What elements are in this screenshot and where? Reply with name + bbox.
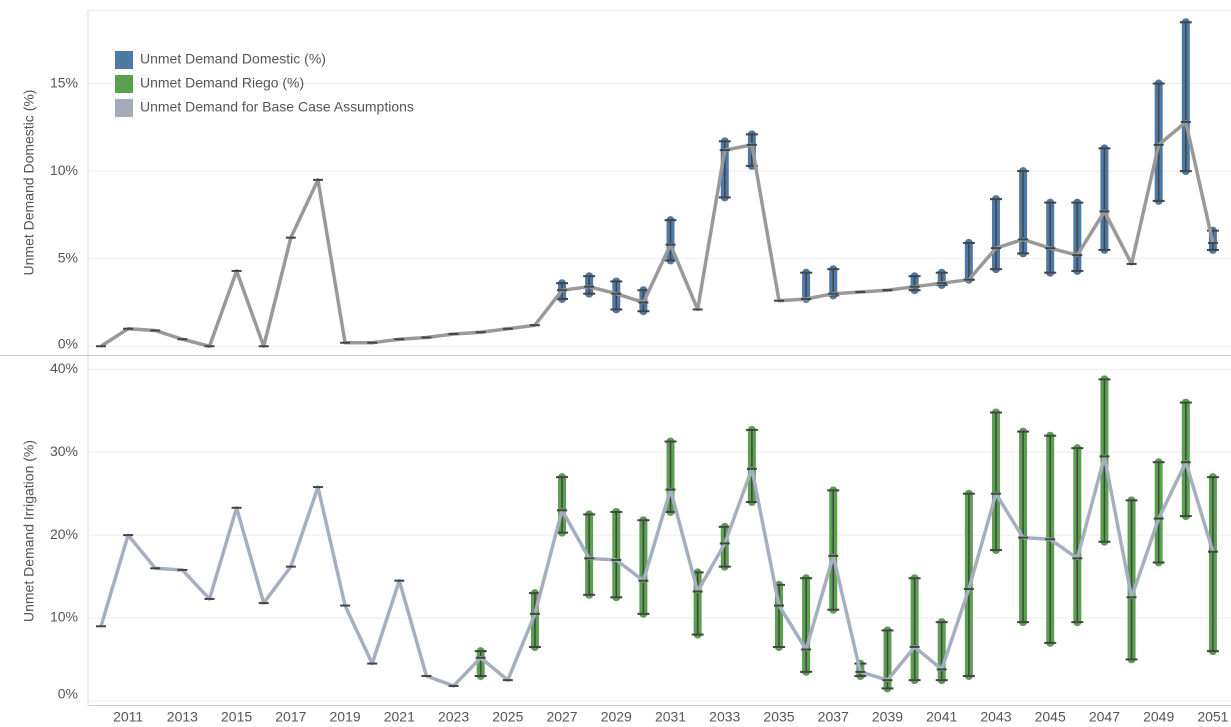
x-tick-label: 2013 [167, 709, 198, 725]
x-tick-label: 2045 [1035, 709, 1066, 725]
x-tick-label: 2033 [709, 709, 740, 725]
legend-label: Unmet Demand Domestic (%) [140, 51, 326, 67]
base-case-line [99, 454, 1215, 688]
x-tick-label: 2051 [1197, 709, 1228, 725]
legend-label: Unmet Demand Riego (%) [140, 75, 304, 91]
y-tick-label: 5% [58, 249, 78, 265]
x-tick-label: 2041 [926, 709, 957, 725]
x-tick-label: 2019 [330, 709, 361, 725]
y-axis-title: Unmet Demand Irrigation (%) [21, 440, 37, 622]
x-tick-label: 2035 [763, 709, 794, 725]
base-case-line [100, 120, 1215, 348]
x-tick-label: 2037 [818, 709, 849, 725]
y-tick-label: 30% [50, 443, 78, 459]
y-tick-label: 40% [50, 360, 78, 376]
x-tick-label: 2021 [384, 709, 415, 725]
y-tick-label: 10% [50, 609, 78, 625]
x-tick-label: 2029 [601, 709, 632, 725]
x-tick-label: 2039 [872, 709, 903, 725]
y-tick-label: 0% [58, 686, 78, 702]
x-tick-label: 2047 [1089, 709, 1120, 725]
x-tick-label: 2023 [438, 709, 469, 725]
legend-label: Unmet Demand for Base Case Assumptions [140, 99, 414, 115]
y-tick-label: 0% [58, 336, 78, 352]
y-axis-title: Unmet Demand Domestic (%) [21, 90, 37, 276]
x-tick-label: 2017 [275, 709, 306, 725]
legend-swatch [115, 75, 133, 93]
x-tick-label: 2015 [221, 709, 252, 725]
x-tick-label: 2043 [980, 709, 1011, 725]
y-tick-label: 20% [50, 526, 78, 542]
x-tick-label: 2027 [546, 709, 577, 725]
x-tick-label: 2011 [113, 709, 143, 725]
x-tick-label: 2049 [1143, 709, 1174, 725]
x-tick-label: 2025 [492, 709, 523, 725]
x-tick-label: 2031 [655, 709, 686, 725]
legend-swatch [115, 99, 133, 117]
legend-swatch [115, 51, 133, 69]
y-tick-label: 15% [50, 74, 78, 90]
y-tick-label: 10% [50, 162, 78, 178]
